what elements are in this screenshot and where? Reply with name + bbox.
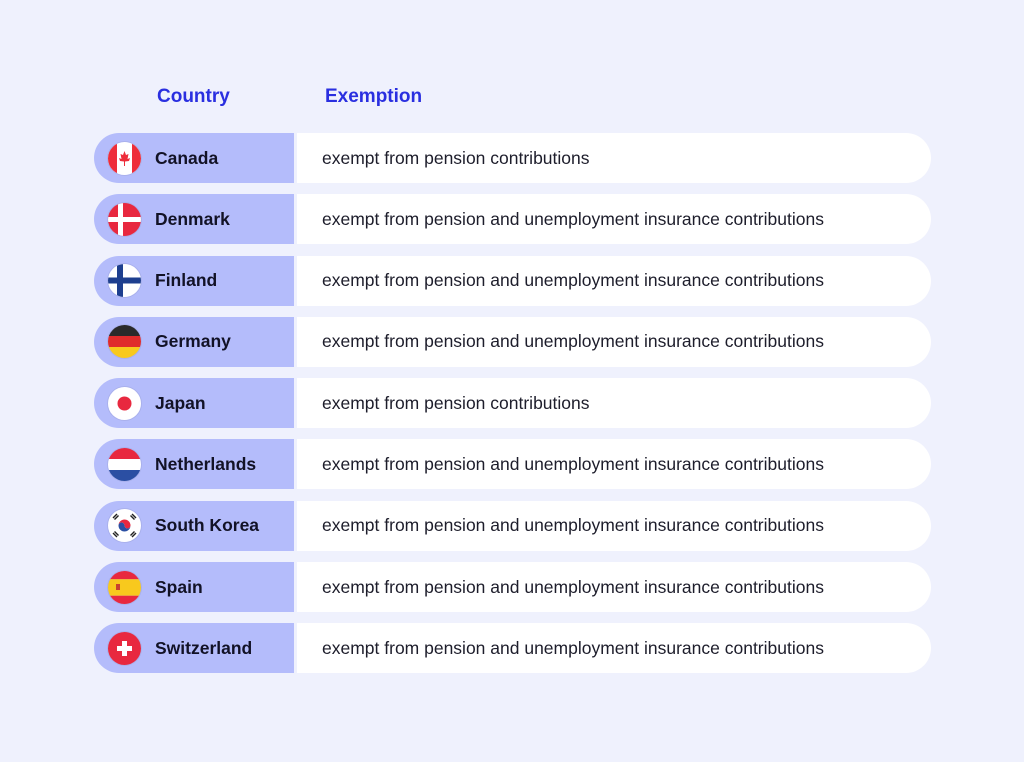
finland-flag-icon: [108, 264, 141, 298]
country-cell: Finland: [94, 255, 294, 306]
canada-flag-icon: [108, 141, 141, 175]
country-name: Switzerland: [155, 637, 253, 658]
denmark-flag-icon: [108, 202, 141, 236]
country-name: Netherlands: [155, 453, 257, 474]
exemption-column-header: Exemption: [325, 86, 423, 107]
netherlands-flag-icon: [108, 447, 141, 481]
table-row: Germany exempt from pension and unemploy…: [94, 316, 931, 367]
country-name: Germany: [155, 331, 231, 352]
south-korea-flag-icon: [108, 509, 141, 543]
country-name: Denmark: [155, 208, 230, 229]
table-row: Finland exempt from pension and unemploy…: [94, 255, 931, 306]
table-row: Switzerland exempt from pension and unem…: [94, 623, 931, 674]
country-column-header: Country: [157, 86, 230, 107]
country-cell: Spain: [94, 562, 294, 613]
exemption-cell: exempt from pension and unemployment ins…: [297, 439, 931, 490]
table-row: Canada exempt from pension contributions: [94, 133, 931, 183]
table-row: Denmark exempt from pension and unemploy…: [94, 194, 931, 245]
country-cell: Denmark: [94, 194, 294, 245]
exemption-table: Canada exempt from pension contributions…: [94, 133, 931, 685]
exemption-cell: exempt from pension and unemployment ins…: [297, 623, 931, 674]
exemption-cell: exempt from pension and unemployment ins…: [297, 316, 931, 367]
germany-flag-icon: [108, 325, 141, 359]
country-name: South Korea: [155, 515, 260, 536]
country-cell: Germany: [94, 316, 294, 367]
country-name: Spain: [155, 576, 203, 597]
country-cell: South Korea: [94, 500, 294, 551]
switzerland-flag-icon: [108, 631, 141, 665]
table-row: Spain exempt from pension and unemployme…: [94, 562, 931, 613]
table-row: Netherlands exempt from pension and unem…: [94, 439, 931, 490]
country-cell: Switzerland: [94, 623, 294, 674]
japan-flag-icon: [108, 386, 141, 420]
country-cell: Netherlands: [94, 439, 294, 490]
country-name: Finland: [155, 270, 218, 291]
country-cell: Canada: [94, 133, 294, 183]
exemption-cell: exempt from pension and unemployment ins…: [297, 562, 931, 613]
country-cell: Japan: [94, 378, 294, 429]
table-row: South Korea exempt from pension and unem…: [94, 500, 931, 551]
exemption-cell: exempt from pension and unemployment ins…: [297, 500, 931, 551]
country-name: Japan: [155, 392, 206, 413]
exemption-cell: exempt from pension contributions: [297, 133, 931, 183]
exemption-cell: exempt from pension and unemployment ins…: [297, 255, 931, 306]
country-name: Canada: [155, 147, 219, 168]
table-row: Japan exempt from pension contributions: [94, 378, 931, 429]
exemption-cell: exempt from pension and unemployment ins…: [297, 194, 931, 245]
spain-flag-icon: [108, 570, 141, 604]
exemption-cell: exempt from pension contributions: [297, 378, 931, 429]
